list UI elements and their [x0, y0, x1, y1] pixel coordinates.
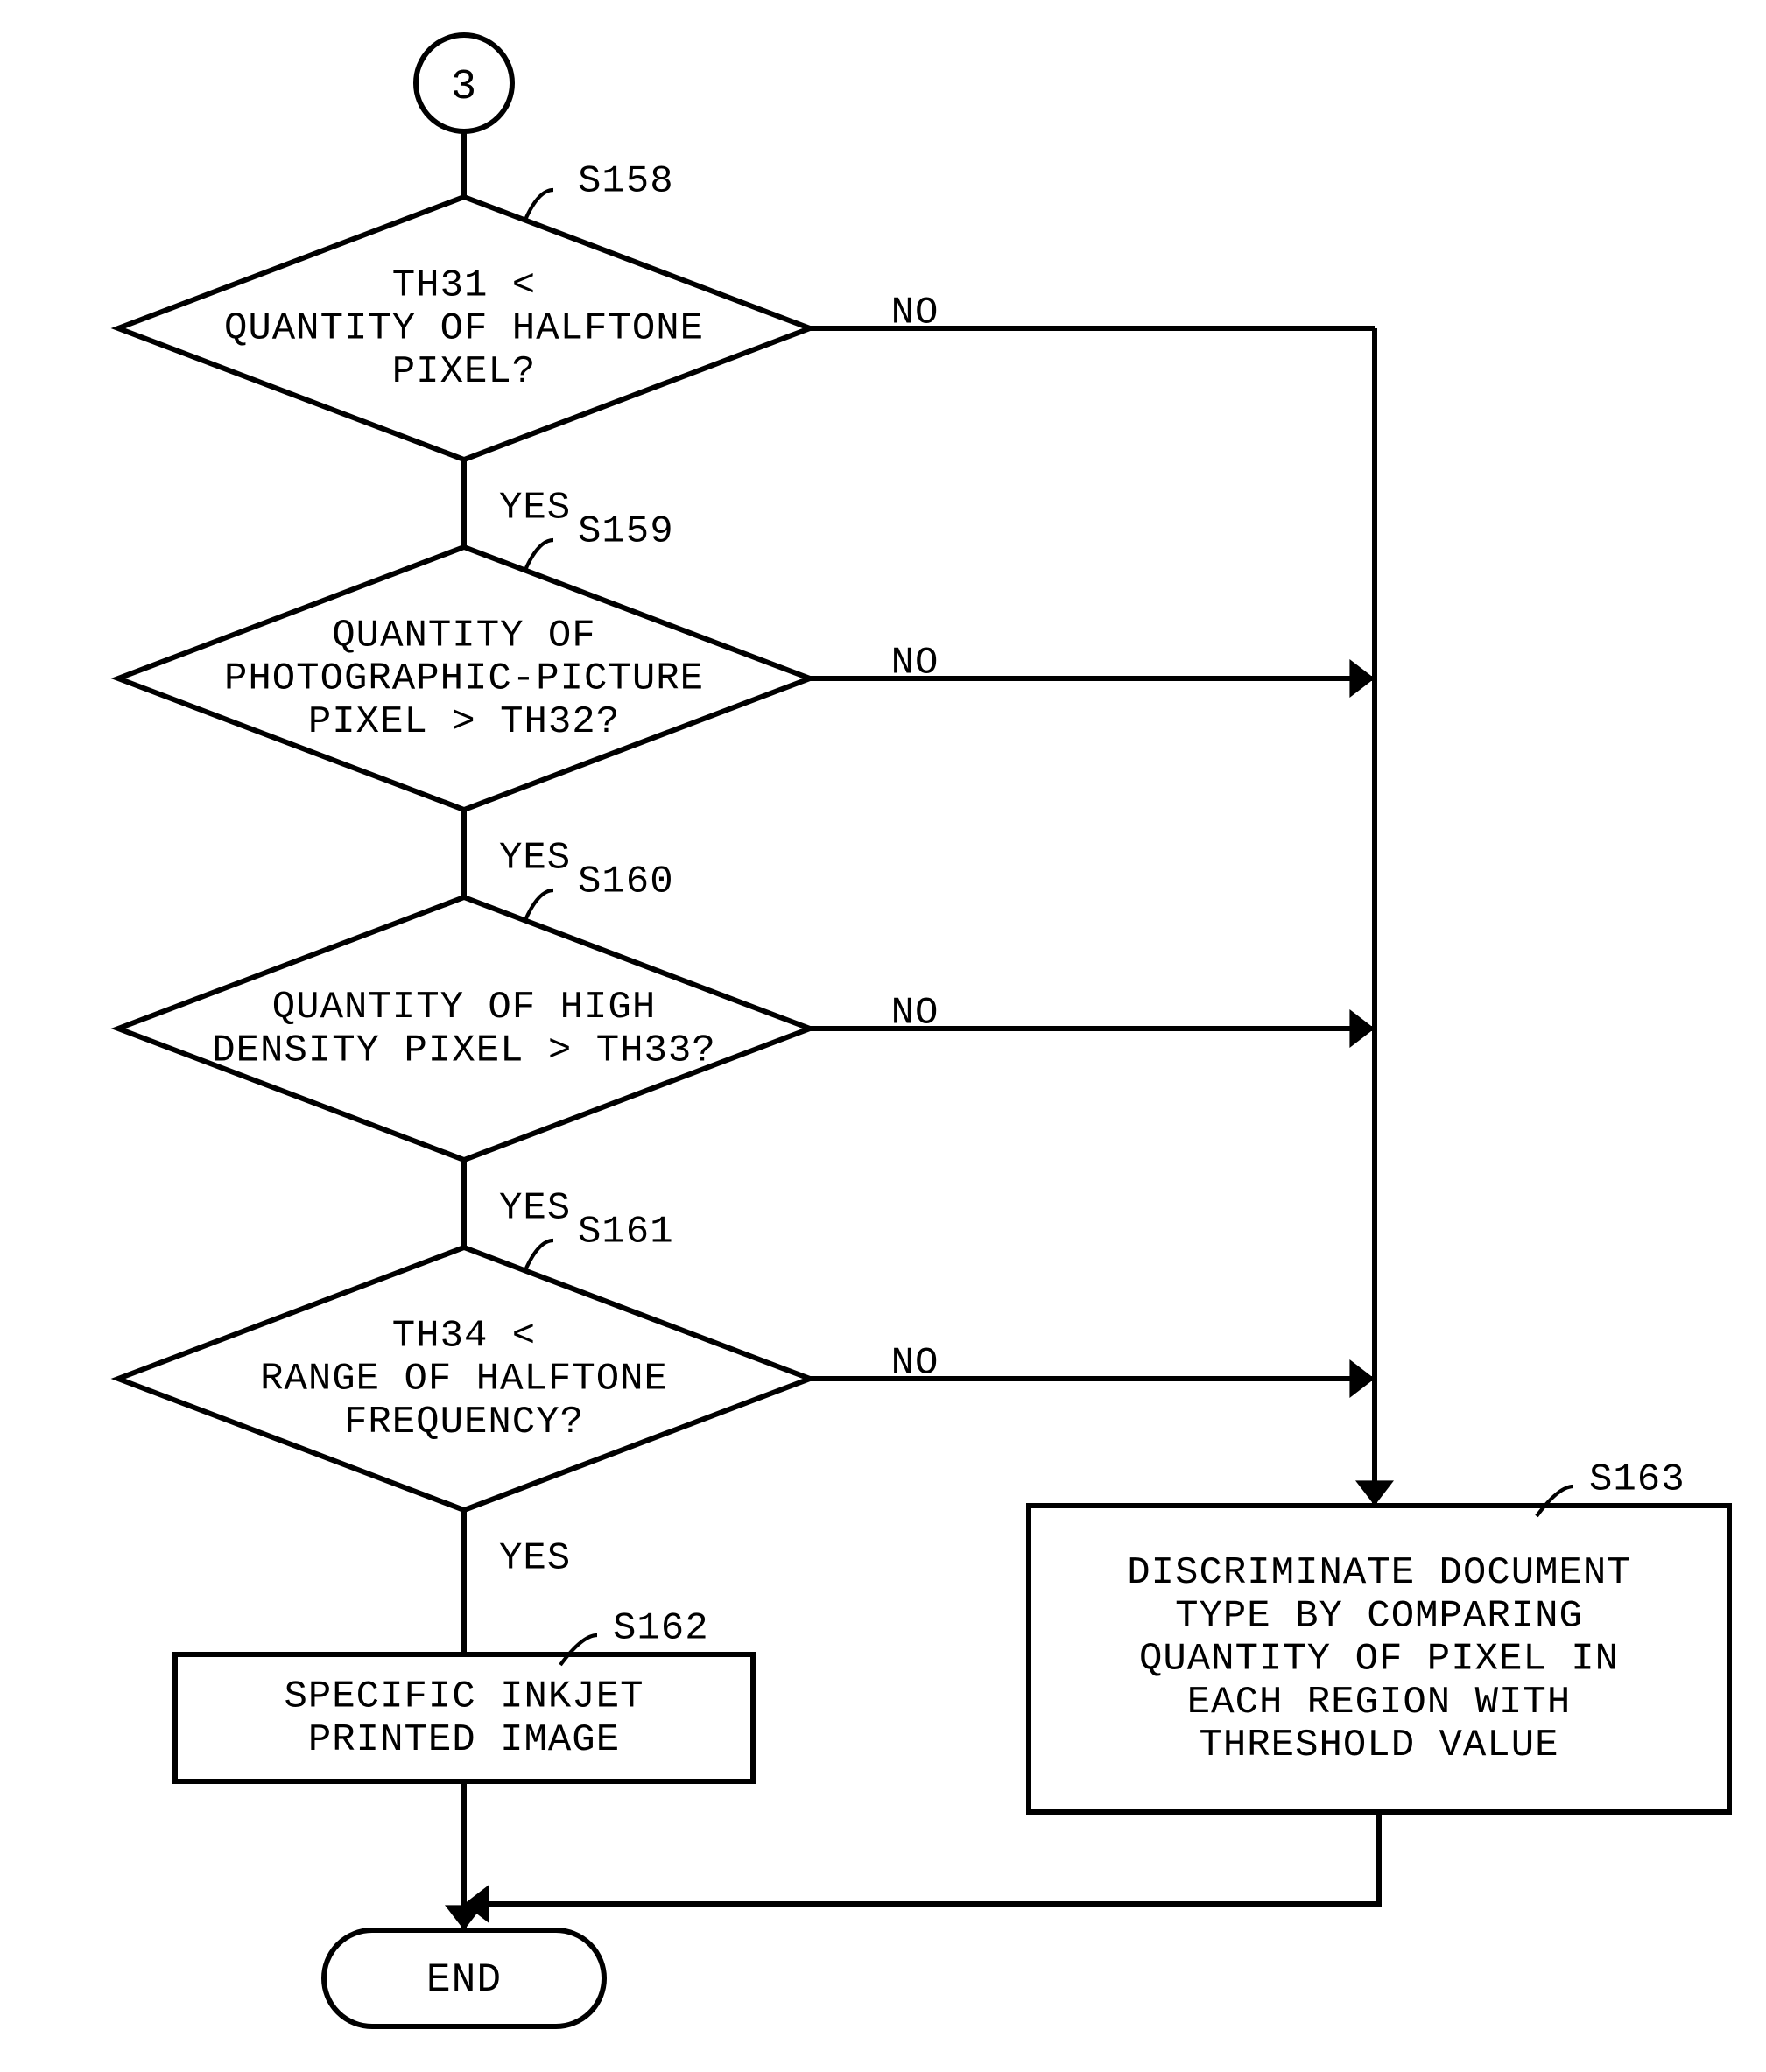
- decision-text: FREQUENCY?: [344, 1401, 584, 1444]
- yes-label: YES: [499, 837, 571, 881]
- arrowhead: [1349, 659, 1375, 698]
- process-right-text: EACH REGION WITH: [1187, 1681, 1571, 1724]
- process-right-text: THRESHOLD VALUE: [1199, 1724, 1558, 1767]
- decision-text: PHOTOGRAPHIC-PICTURE: [224, 657, 704, 701]
- decision-text: QUANTITY OF HALFTONE: [224, 307, 704, 351]
- step-label: S158: [578, 160, 674, 204]
- decision-text: QUANTITY OF: [332, 614, 595, 657]
- arrowhead: [1349, 1009, 1375, 1048]
- process-right-text: DISCRIMINATE DOCUMENT: [1127, 1551, 1631, 1595]
- arrowhead: [1349, 1359, 1375, 1398]
- connector-label: 3: [451, 63, 477, 111]
- label-hook: [525, 190, 553, 220]
- process-right-text: TYPE BY COMPARING: [1175, 1594, 1583, 1638]
- decision-text: RANGE OF HALFTONE: [260, 1358, 668, 1401]
- flowchart: 3 TH31 <QUANTITY OF HALFTONEPIXEL? S158 QUA…: [0, 0, 1766, 2072]
- step-label: S159: [578, 510, 674, 554]
- process-left-text: SPECIFIC INKJET: [284, 1675, 644, 1718]
- step-label: S163: [1589, 1458, 1685, 1502]
- label-hook: [525, 1240, 553, 1270]
- yes-label: YES: [499, 1537, 571, 1581]
- decision-text: DENSITY PIXEL > TH33?: [212, 1029, 716, 1072]
- decision-text: QUANTITY OF HIGH: [272, 986, 656, 1029]
- terminator-text: END: [426, 1957, 502, 2003]
- label-hook: [525, 540, 553, 570]
- no-label: NO: [891, 642, 939, 685]
- yes-label: YES: [499, 1187, 571, 1231]
- no-label: NO: [891, 992, 939, 1036]
- no-label: NO: [891, 291, 939, 335]
- decision-text: PIXEL > TH32?: [308, 700, 620, 744]
- arrowhead: [1355, 1480, 1394, 1506]
- decision-text: TH31 <: [392, 263, 536, 307]
- step-label: S160: [578, 860, 674, 904]
- flowline: [489, 1812, 1379, 1904]
- step-label: S162: [613, 1607, 709, 1651]
- no-label: NO: [891, 1342, 939, 1386]
- label-hook: [525, 890, 553, 920]
- decision-text: PIXEL?: [392, 350, 536, 394]
- process-right-text: QUANTITY OF PIXEL IN: [1139, 1638, 1619, 1682]
- decision-text: TH34 <: [392, 1314, 536, 1358]
- step-label: S161: [578, 1211, 674, 1254]
- process-left-text: PRINTED IMAGE: [308, 1718, 620, 1762]
- yes-label: YES: [499, 487, 571, 530]
